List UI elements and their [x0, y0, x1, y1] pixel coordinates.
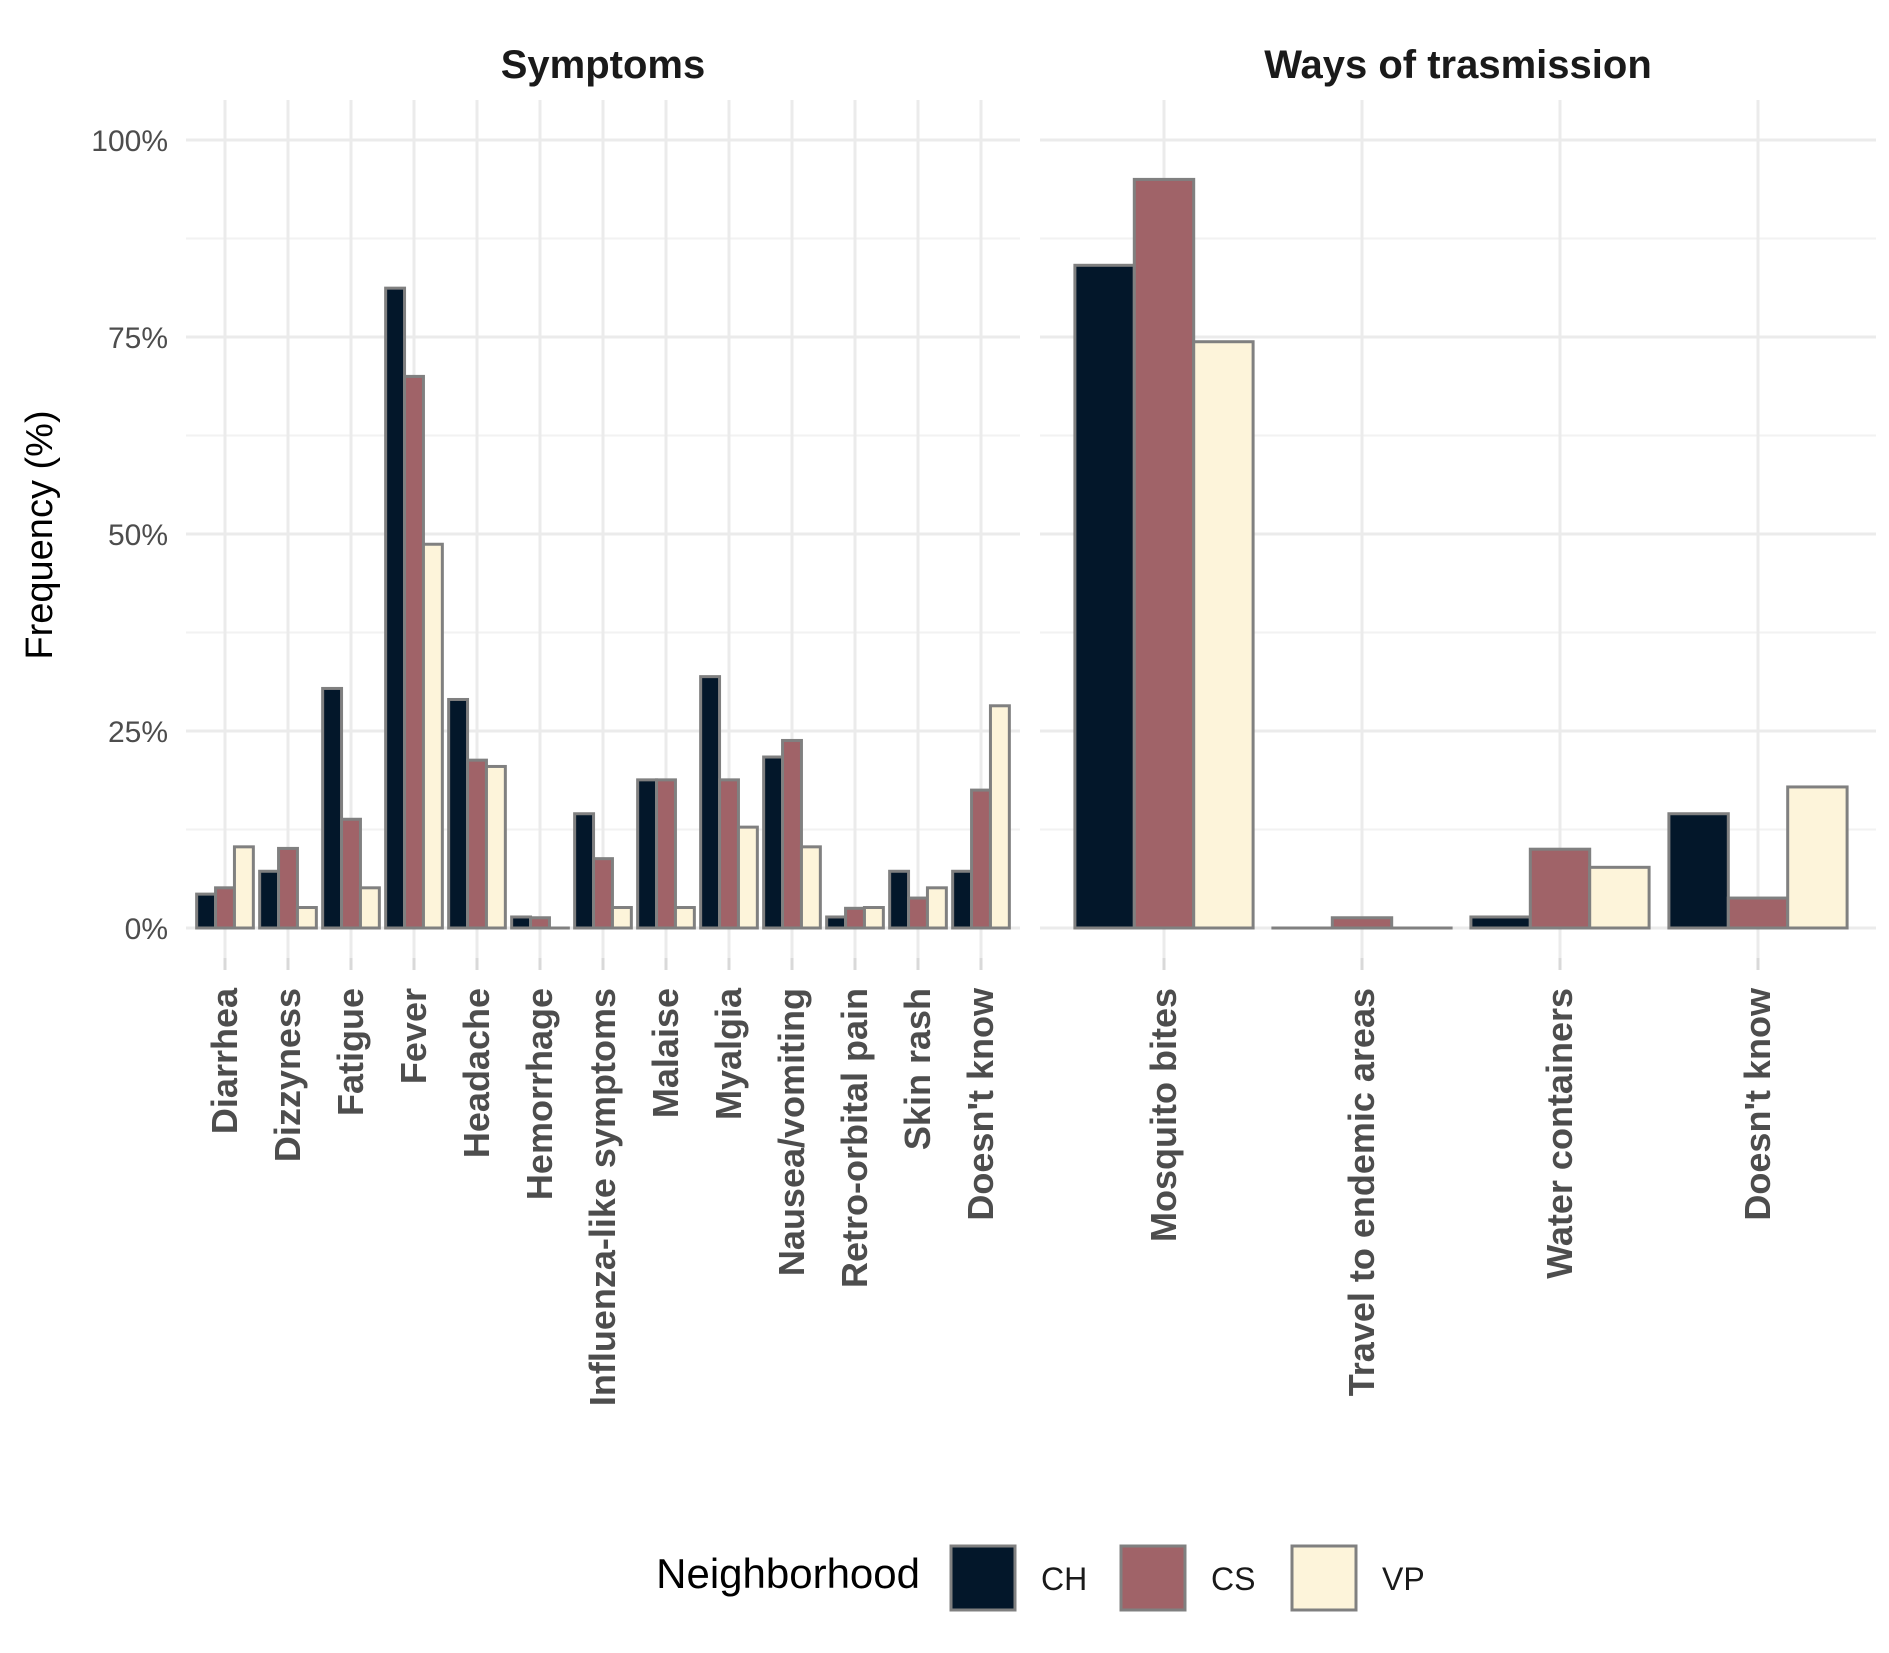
- x-tick-label: Skin rash: [897, 988, 938, 1150]
- y-tick-label: 50%: [108, 519, 168, 552]
- facet-title: Symptoms: [501, 43, 706, 87]
- bar-vp: [232, 845, 255, 930]
- bar-cs: [655, 778, 677, 930]
- legend-key-ch: [949, 1544, 1017, 1612]
- bar-cs: [1528, 847, 1592, 930]
- legend-key-cs: [1119, 1544, 1187, 1612]
- bar-ch: [321, 686, 344, 930]
- x-tick-label: Travel to endemic areas: [1341, 988, 1382, 1396]
- x-tick-label: Headache: [456, 988, 497, 1158]
- x-tick-label: Influenza-like symptoms: [582, 988, 623, 1406]
- x-tick-label: Fatigue: [330, 988, 371, 1116]
- bar-vp: [1588, 865, 1651, 930]
- y-tick-label: 75%: [108, 322, 168, 355]
- legend-label: VP: [1382, 1561, 1425, 1597]
- bar-ch: [636, 778, 659, 930]
- bar-ch: [510, 915, 533, 930]
- bar-ch: [258, 869, 281, 930]
- bar-ch: [699, 675, 722, 930]
- x-tick-label: Fever: [393, 988, 434, 1084]
- legend-label: CS: [1211, 1561, 1255, 1597]
- bar-vp: [736, 825, 759, 930]
- bar-cs: [907, 896, 929, 930]
- y-tick-label: 25%: [108, 716, 168, 749]
- bar-vp: [1192, 340, 1255, 930]
- bar-vp: [484, 764, 507, 930]
- bar-cs: [592, 857, 614, 930]
- facet-title: Ways of trasmission: [1264, 43, 1652, 87]
- bar-cs: [1132, 177, 1196, 930]
- x-tick-label: Hemorrhage: [519, 988, 560, 1200]
- x-tick-label: Retro-orbital pain: [834, 988, 875, 1288]
- bar-ch: [447, 697, 470, 930]
- x-tick-label: Diarrhea: [204, 987, 245, 1134]
- legend-key-vp: [1290, 1544, 1358, 1612]
- bar-vp: [673, 906, 696, 930]
- x-tick-label: Malaise: [645, 988, 686, 1118]
- bar-ch: [1667, 812, 1730, 930]
- y-tick-label: 0%: [125, 913, 168, 946]
- bar-ch: [195, 892, 218, 930]
- x-tick-label: Nausea/vomiting: [771, 988, 812, 1276]
- legend-title: Neighborhood: [656, 1550, 920, 1597]
- bar-cs: [277, 846, 299, 930]
- x-tick-label: Doesn't know: [1737, 987, 1778, 1221]
- y-axis-title: Frequency (%): [19, 410, 61, 659]
- legend-label: CH: [1041, 1561, 1087, 1597]
- bar-vp: [421, 542, 444, 930]
- bar-vp: [295, 906, 318, 930]
- bar-vp: [799, 845, 822, 930]
- bar-cs: [718, 778, 740, 930]
- bars-layer: [195, 177, 1849, 930]
- bar-vp: [1786, 785, 1849, 930]
- bar-ch: [573, 812, 596, 930]
- bar-vp: [988, 704, 1011, 930]
- bar-cs: [844, 906, 866, 930]
- bar-ch: [1469, 915, 1532, 930]
- bar-cs: [403, 374, 425, 930]
- bar-ch: [951, 869, 974, 930]
- bar-ch: [762, 755, 785, 930]
- x-tick-label: Dizzyness: [267, 988, 308, 1162]
- bar-vp: [358, 886, 381, 930]
- x-tick-label: Water containers: [1539, 988, 1580, 1279]
- x-tick-label: Mosquito bites: [1143, 988, 1184, 1242]
- y-tick-label: 100%: [91, 125, 168, 158]
- x-tick-label: Myalgia: [708, 987, 749, 1120]
- bar-ch: [825, 915, 848, 930]
- bar-cs: [529, 916, 551, 930]
- bar-cs: [1330, 916, 1394, 930]
- bar-cs: [340, 817, 362, 930]
- bar-cs: [1726, 896, 1790, 930]
- labels-layer: Symptoms Diarrhea Dizzyness Fatigue Fever Hea…: [91, 43, 1778, 1406]
- bar-ch: [1073, 263, 1136, 930]
- bar-cs: [214, 886, 236, 930]
- bar-vp: [610, 906, 633, 930]
- bar-cs: [781, 738, 803, 930]
- bar-cs: [970, 788, 992, 930]
- bar-cs: [466, 758, 488, 930]
- bar-vp: [862, 906, 885, 930]
- legend: Neighborhood CH CS VP: [656, 1544, 1425, 1612]
- x-tick-label: Doesn't know: [960, 987, 1001, 1221]
- bar-ch: [888, 869, 911, 930]
- bar-ch: [384, 286, 407, 930]
- bar-vp: [925, 886, 948, 930]
